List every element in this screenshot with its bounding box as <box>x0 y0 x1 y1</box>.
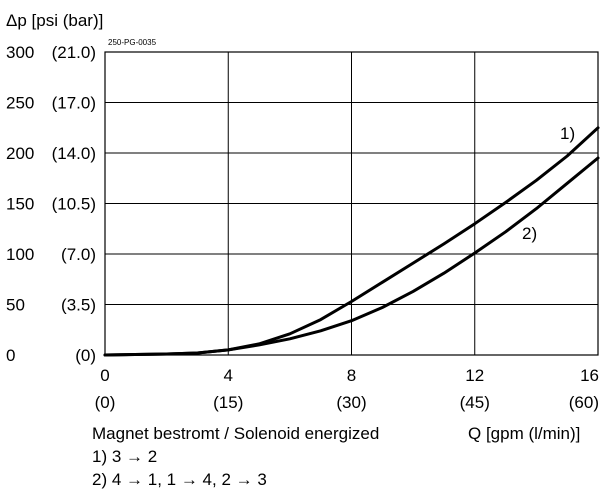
series-label-2: 2) <box>522 224 537 243</box>
y-tick-label: 200 <box>6 144 34 163</box>
x-axis-title: Q [gpm (l/min)] <box>468 424 580 443</box>
x-tick-label: 4 <box>224 366 233 385</box>
y-tick-label: 50 <box>6 296 25 315</box>
y-tick-sublabel: (0) <box>75 346 96 365</box>
y-tick-label: 100 <box>6 245 34 264</box>
y-tick-sublabel: (14.0) <box>52 144 96 163</box>
y-tick-label: 150 <box>6 195 34 214</box>
y-axis-title: Δp [psi (bar)] <box>6 11 103 30</box>
y-tick-sublabel: (3.5) <box>61 296 96 315</box>
y-tick-sublabel: (17.0) <box>52 94 96 113</box>
y-tick-label: 250 <box>6 94 34 113</box>
series-group: 1) 2) <box>103 124 600 357</box>
y-axis-ticks: 0 (0) 50 (3.5) 100 (7.0) 150 (10.5) 200 (14.0) 250… <box>6 43 96 365</box>
x-tick-sublabel: (45) <box>460 393 490 412</box>
y-tick-sublabel: (7.0) <box>61 245 96 264</box>
x-tick-label: 12 <box>465 366 484 385</box>
x-tick-sublabel: (30) <box>336 393 366 412</box>
series-line-2 <box>103 156 600 357</box>
y-tick-label: 300 <box>6 43 34 62</box>
caption: Magnet bestromt / Solenoid energized <box>92 424 379 443</box>
chart-code: 250-PG-0035 <box>108 38 157 47</box>
x-axis-ticks: 0 (0) 4 (15) 8 (30) 12 (45) 16 (60) <box>95 366 599 412</box>
y-tick-sublabel: (10.5) <box>52 195 96 214</box>
y-tick-label: 0 <box>6 346 15 365</box>
x-tick-label: 0 <box>100 366 109 385</box>
note-1: 1) 3 → 2 <box>92 447 157 466</box>
series-label-1: 1) <box>560 124 575 143</box>
x-tick-label: 16 <box>580 366 599 385</box>
x-tick-sublabel: (0) <box>95 393 116 412</box>
grid <box>105 52 598 355</box>
y-tick-sublabel: (21.0) <box>52 43 96 62</box>
x-tick-sublabel: (15) <box>213 393 243 412</box>
x-tick-sublabel: (60) <box>569 393 599 412</box>
note-2: 2) 4 → 1, 1 → 4, 2 → 3 <box>92 470 267 489</box>
plot-frame <box>104 51 599 356</box>
x-tick-label: 8 <box>347 366 356 385</box>
